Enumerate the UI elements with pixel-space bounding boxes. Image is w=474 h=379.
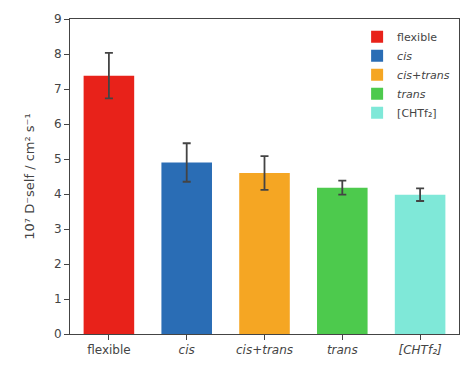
svg-text:2: 2	[54, 257, 62, 271]
svg-text:1: 1	[54, 292, 62, 306]
svg-text:cis: cis	[179, 343, 195, 357]
svg-text:[CHTf₂]: [CHTf₂]	[399, 343, 442, 357]
svg-text:cis: cis	[397, 50, 412, 63]
svg-text:cis+trans: cis+trans	[397, 69, 450, 82]
svg-text:9: 9	[54, 12, 62, 26]
svg-text:7: 7	[54, 82, 62, 96]
svg-text:trans: trans	[397, 88, 426, 101]
svg-text:flexible: flexible	[87, 343, 130, 357]
svg-text:8: 8	[54, 47, 62, 61]
svg-text:6: 6	[54, 117, 62, 131]
svg-text:cis+trans: cis+trans	[236, 343, 293, 357]
svg-text:10⁷ D⁻self / cm² s⁻¹: 10⁷ D⁻self / cm² s⁻¹	[22, 113, 37, 239]
svg-text:3: 3	[54, 222, 62, 236]
svg-text:[CHTf₂]: [CHTf₂]	[397, 107, 437, 120]
svg-text:4: 4	[54, 187, 62, 201]
svg-text:5: 5	[54, 152, 62, 166]
svg-text:0: 0	[54, 327, 62, 341]
svg-text:flexible: flexible	[397, 31, 437, 44]
svg-text:trans: trans	[327, 343, 358, 357]
